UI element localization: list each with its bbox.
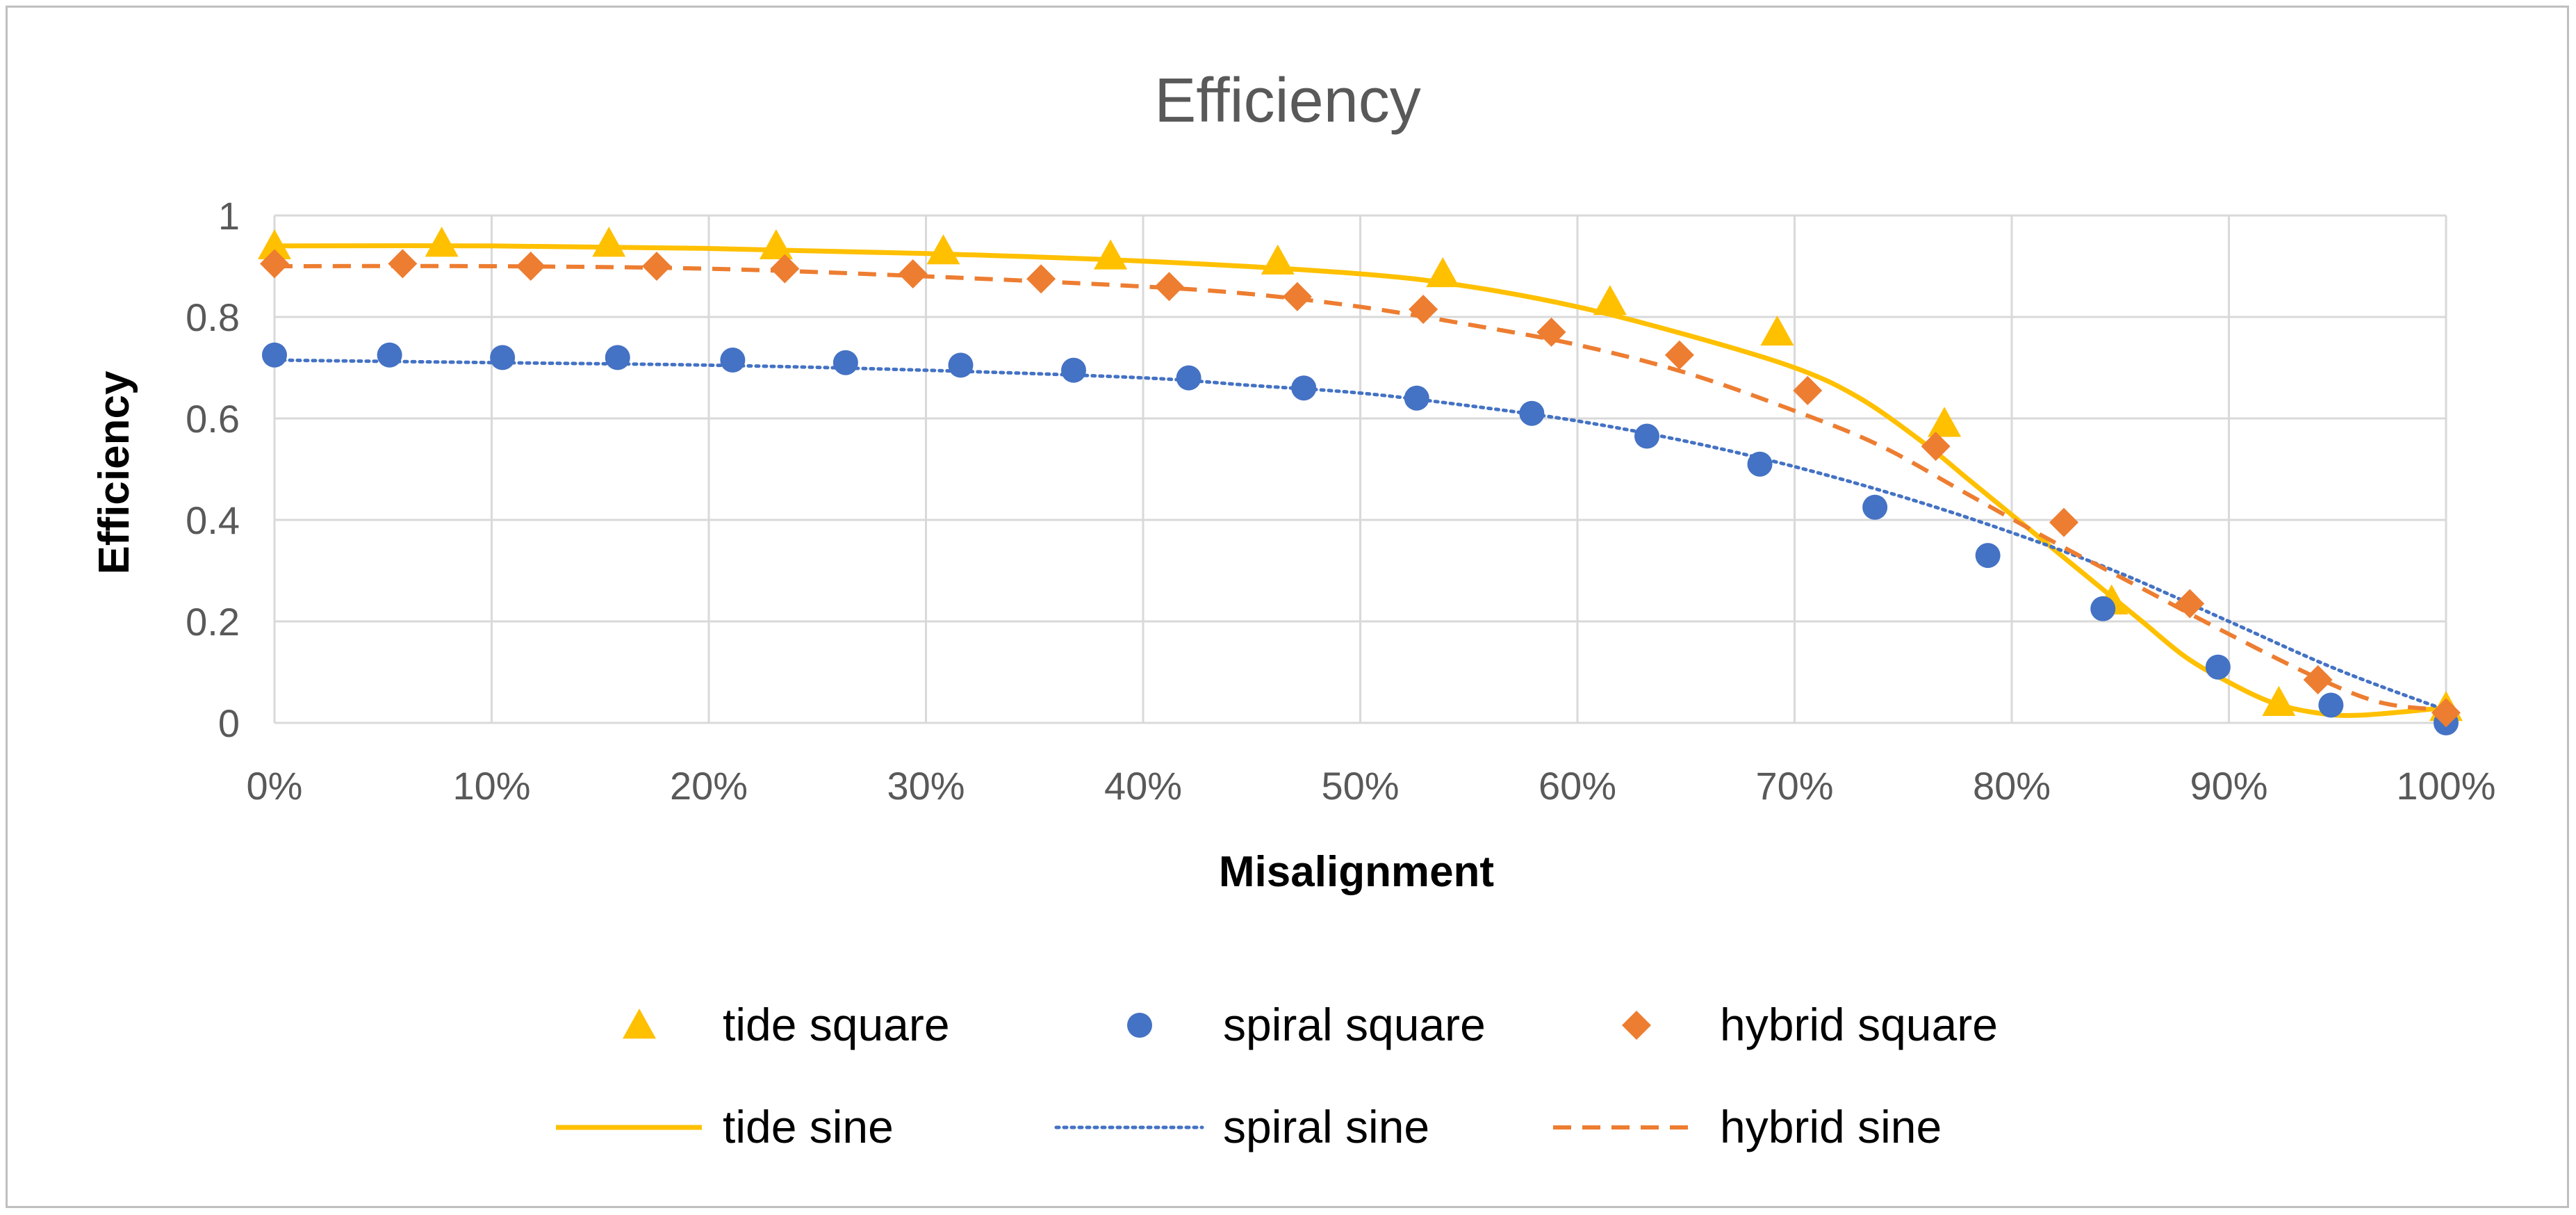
- tide-square-point: [1261, 244, 1295, 275]
- legend: tide square spiral square hybrid square tid…: [556, 999, 1998, 1152]
- hybrid-square-point: [1536, 317, 1566, 347]
- tide-square-point: [592, 227, 626, 257]
- chart-frame: [6, 6, 2569, 1208]
- y-axis-label: Efficiency: [90, 370, 138, 574]
- legend-label: hybrid square: [1720, 999, 1998, 1050]
- y-tick-label: 1: [218, 194, 240, 238]
- x-tick-labels: 0% 10% 20% 30% 40% 50% 60% 70% 80% 90% 100%: [247, 764, 2496, 808]
- tide-square-point: [2262, 685, 2296, 716]
- x-tick-label: 20%: [670, 764, 748, 808]
- legend-item-spiral-sine: spiral sine: [1054, 1101, 1429, 1152]
- spiral-square-point: [1975, 543, 2001, 569]
- tide-square-point: [1928, 407, 1962, 437]
- tide-square-point: [258, 229, 291, 259]
- tide-square-point: [1593, 285, 1627, 316]
- spiral-square-point: [1862, 494, 1888, 520]
- tide-square-point: [759, 229, 793, 259]
- spiral-square-point: [2090, 596, 2116, 621]
- tide-square-point: [1760, 315, 1794, 346]
- y-tick-label: 0.2: [186, 600, 240, 644]
- spiral-square-point: [1634, 423, 1659, 449]
- chart-title: Efficiency: [1154, 66, 1421, 136]
- spiral-square-point: [1061, 357, 1086, 383]
- spiral-square-point: [1519, 400, 1545, 426]
- hybrid-square-point: [2175, 589, 2205, 619]
- hybrid-square-point: [770, 254, 800, 284]
- legend-label: spiral square: [1223, 999, 1486, 1050]
- y-tick-labels: 0 0.2 0.4 0.6 0.8 1: [186, 194, 240, 745]
- spiral-square-point: [605, 345, 630, 370]
- legend-label: hybrid sine: [1720, 1101, 1942, 1152]
- y-tick-label: 0.4: [186, 498, 240, 542]
- hybrid-square-point: [388, 249, 418, 279]
- hybrid-square-point: [2049, 507, 2078, 537]
- series-markers: [258, 227, 2463, 735]
- x-tick-label: 40%: [1104, 764, 1182, 808]
- tide-square-point: [1426, 256, 1460, 288]
- spiral-square-point: [377, 342, 402, 368]
- spiral-square-point: [2205, 654, 2231, 680]
- spiral-square-point: [720, 348, 746, 373]
- spiral-square-point: [1404, 385, 1429, 411]
- hybrid-square-point: [1664, 340, 1694, 370]
- spiral-square-point: [832, 350, 858, 375]
- hybrid-square-point: [1282, 282, 1312, 311]
- legend-label: spiral sine: [1223, 1101, 1429, 1152]
- hybrid-square-point: [1409, 295, 1438, 325]
- tide-square-point: [1094, 239, 1128, 270]
- hybrid-square-point: [898, 259, 928, 288]
- spiral-square-point: [1291, 375, 1317, 401]
- hybrid-square-point: [2303, 664, 2333, 694]
- hybrid-square-point: [642, 252, 671, 281]
- legend-item-hybrid-square: hybrid square: [1622, 999, 1998, 1050]
- x-tick-label: 0%: [247, 764, 303, 808]
- spiral-square-point: [490, 345, 516, 370]
- hybrid-square-point: [1793, 375, 1823, 405]
- spiral-square-point: [262, 342, 287, 368]
- spiral-square-point: [948, 352, 974, 378]
- legend-key-spiral-square: [1127, 1013, 1152, 1038]
- legend-key-hybrid-square: [1622, 1011, 1651, 1040]
- legend-key-tide-square: [623, 1009, 656, 1039]
- gridlines: [273, 214, 2447, 724]
- spiral-square-point: [1176, 365, 1201, 391]
- legend-item-tide-square: tide square: [623, 999, 950, 1050]
- x-axis-label: Misalignment: [1219, 848, 1494, 896]
- legend-item-tide-sine: tide sine: [556, 1101, 894, 1152]
- legend-label: tide sine: [723, 1101, 894, 1152]
- x-tick-label: 90%: [2190, 764, 2267, 808]
- y-tick-label: 0.6: [186, 397, 240, 441]
- hybrid-square-point: [1154, 272, 1184, 302]
- spiral-square-point: [2318, 692, 2344, 718]
- hybrid-square-point: [2431, 698, 2461, 728]
- spiral-square-point: [1747, 451, 1773, 477]
- tide-square-point: [926, 234, 960, 265]
- x-tick-label: 70%: [1755, 764, 1833, 808]
- x-tick-label: 30%: [887, 764, 965, 808]
- x-tick-label: 100%: [2396, 764, 2495, 808]
- x-tick-label: 60%: [1539, 764, 1616, 808]
- tide-square-point: [425, 227, 459, 257]
- legend-item-hybrid-sine: hybrid sine: [1553, 1101, 1942, 1152]
- y-tick-label: 0: [218, 701, 240, 745]
- x-tick-label: 50%: [1321, 764, 1399, 808]
- y-tick-label: 0.8: [186, 295, 240, 339]
- legend-label: tide square: [723, 999, 950, 1050]
- x-tick-label: 80%: [1973, 764, 2051, 808]
- legend-item-spiral-square: spiral square: [1127, 999, 1486, 1050]
- hybrid-square-point: [1026, 264, 1056, 294]
- x-tick-label: 10%: [452, 764, 530, 808]
- hybrid-square-point: [516, 252, 545, 281]
- hybrid-square-point: [260, 249, 289, 279]
- hybrid-square-point: [1921, 432, 1951, 462]
